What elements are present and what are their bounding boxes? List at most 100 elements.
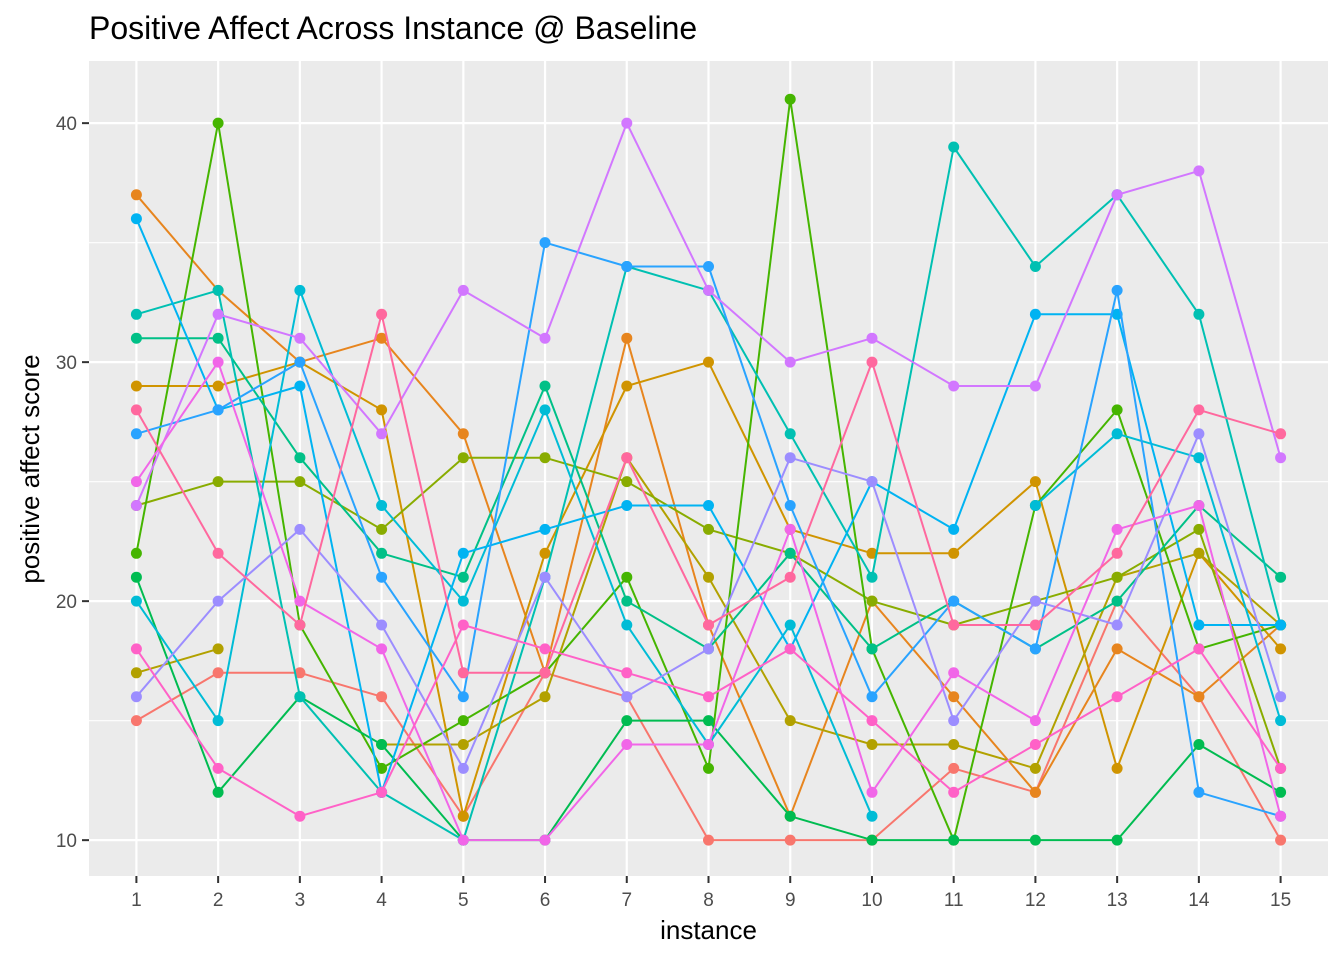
data-point [703, 500, 714, 511]
data-point [294, 691, 306, 703]
data-point [621, 261, 633, 272]
x-tick-label: 10 [861, 890, 882, 911]
x-tick-label: 4 [376, 890, 387, 911]
data-point [703, 715, 714, 727]
data-point [212, 356, 224, 368]
data-point [376, 571, 388, 583]
data-point [621, 117, 633, 129]
data-point [703, 739, 714, 750]
data-point [294, 476, 306, 488]
data-point [784, 547, 796, 559]
data-point [948, 595, 960, 607]
data-point [130, 715, 142, 727]
data-point [1111, 523, 1123, 535]
data-point [1193, 428, 1205, 440]
data-point [1275, 762, 1287, 774]
data-point [621, 452, 633, 464]
data-point [703, 619, 714, 631]
data-point [1275, 571, 1287, 583]
data-point [1275, 619, 1287, 631]
data-point [1275, 452, 1287, 464]
data-point [294, 619, 306, 631]
data-point [376, 762, 388, 774]
data-point [539, 571, 551, 583]
data-point [376, 739, 388, 750]
data-point [376, 619, 388, 631]
data-point [1275, 786, 1287, 798]
data-point [866, 810, 878, 822]
data-point [376, 786, 388, 798]
data-point [1193, 308, 1205, 320]
x-tick-label: 14 [1188, 890, 1210, 911]
data-point [376, 308, 388, 320]
data-point [212, 547, 224, 559]
data-point [948, 762, 960, 774]
data-point [948, 547, 960, 559]
data-point [621, 380, 633, 392]
data-point [1029, 619, 1041, 631]
data-point [948, 141, 960, 153]
data-point [1029, 834, 1041, 846]
data-point [621, 715, 633, 727]
data-point [130, 547, 142, 559]
data-point [457, 452, 469, 464]
data-point [1029, 643, 1041, 655]
data-point [1029, 595, 1041, 607]
x-tick-label: 8 [703, 890, 714, 911]
data-point [457, 691, 469, 703]
data-point [212, 476, 224, 488]
data-point [539, 404, 551, 416]
data-point [866, 356, 878, 368]
x-tick-label: 3 [295, 890, 306, 911]
data-point [1275, 810, 1287, 822]
data-point [1111, 428, 1123, 440]
data-point [703, 691, 714, 703]
data-point [784, 500, 796, 511]
data-point [621, 667, 633, 679]
data-point [1111, 691, 1123, 703]
data-point [1193, 547, 1205, 559]
data-point [1111, 619, 1123, 631]
data-point [294, 667, 306, 679]
data-point [457, 715, 469, 727]
data-point [457, 810, 469, 822]
data-point [784, 93, 796, 105]
data-point [294, 523, 306, 535]
data-point [1111, 762, 1123, 774]
data-point [866, 786, 878, 798]
data-point [1275, 691, 1287, 703]
data-point [130, 213, 142, 225]
data-point [457, 595, 469, 607]
series-p16 [130, 619, 1287, 822]
data-point [703, 284, 714, 296]
data-point [621, 691, 633, 703]
x-tick-label: 13 [1107, 890, 1128, 911]
data-point [294, 452, 306, 464]
data-point [539, 332, 551, 344]
x-tick-label: 11 [944, 890, 964, 911]
data-point [130, 428, 142, 440]
x-tick-label: 9 [785, 890, 796, 911]
data-point [130, 500, 142, 511]
data-point [212, 786, 224, 798]
data-point [866, 691, 878, 703]
data-point [212, 380, 224, 392]
data-point [1111, 284, 1123, 296]
data-point [784, 452, 796, 464]
data-point [784, 810, 796, 822]
series-p14 [130, 117, 1287, 511]
data-point [866, 547, 878, 559]
data-point [866, 739, 878, 750]
data-point [376, 428, 388, 440]
data-point [539, 523, 551, 535]
data-point [130, 404, 142, 416]
data-point [130, 643, 142, 655]
data-point [376, 523, 388, 535]
data-point [376, 643, 388, 655]
data-point [1193, 619, 1205, 631]
data-point [539, 452, 551, 464]
data-point [1193, 786, 1205, 798]
data-point [1029, 786, 1041, 798]
data-point [1193, 643, 1205, 655]
